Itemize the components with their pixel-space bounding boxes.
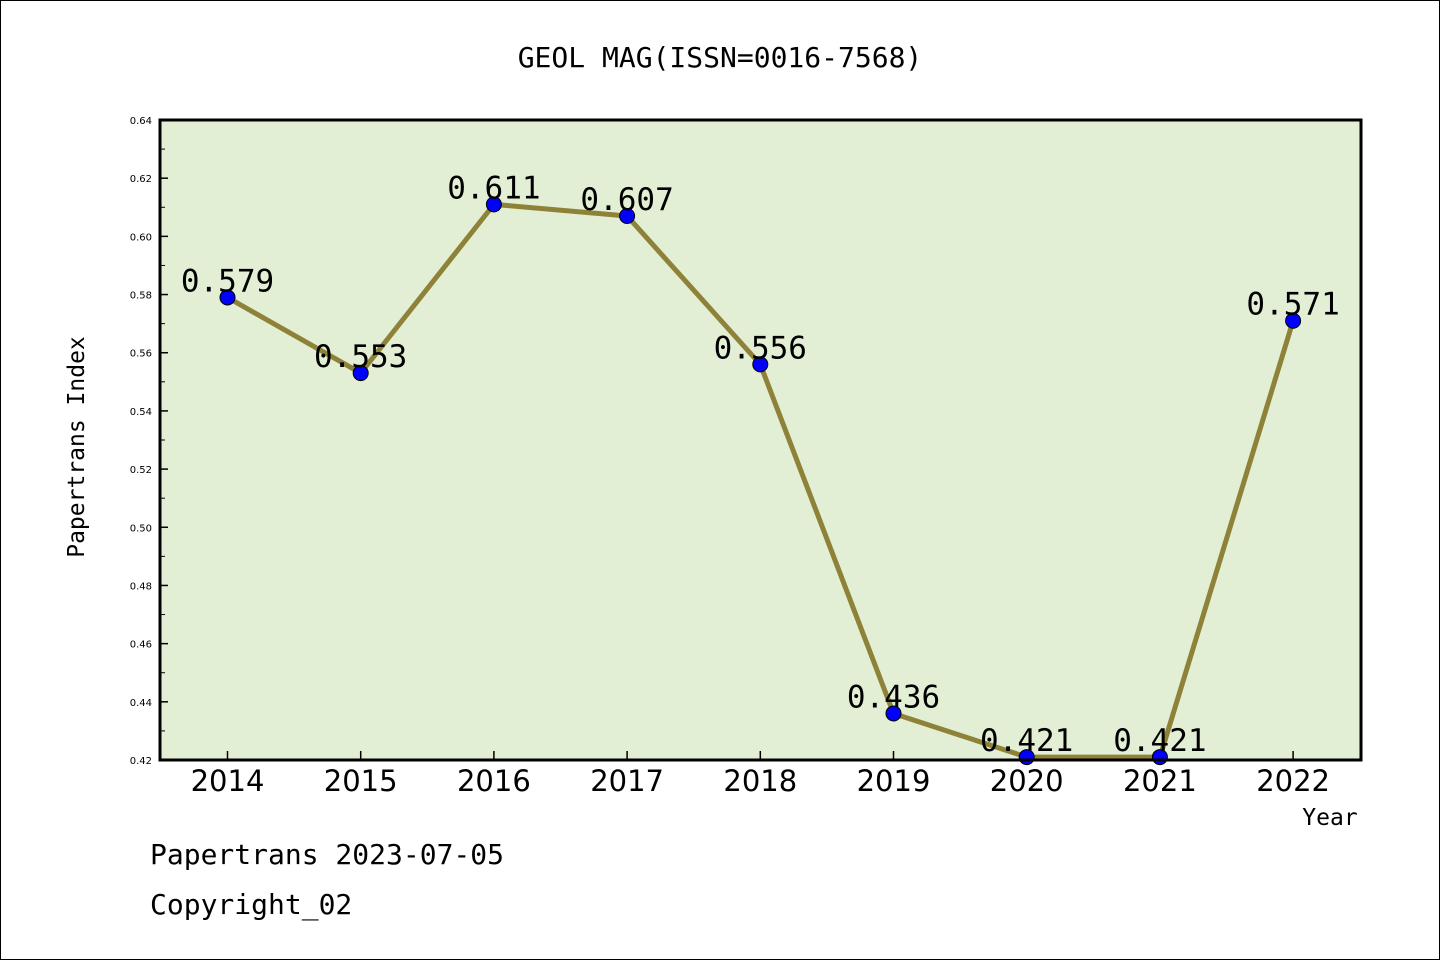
x-tick-label: 2022: [1256, 764, 1330, 798]
data-label: 0.556: [714, 330, 807, 366]
x-tick-label: 2014: [191, 764, 265, 798]
x-tick-label: 2021: [1123, 764, 1197, 798]
y-tick-label: 0.42: [130, 756, 152, 767]
data-label: 0.607: [580, 182, 673, 218]
data-point: [752, 356, 769, 373]
x-tick-label: 2019: [857, 764, 931, 798]
chart-title: GEOL MAG(ISSN=0016-7568): [518, 41, 923, 74]
data-label: 0.436: [847, 679, 940, 715]
data-label: 0.611: [447, 170, 540, 206]
y-tick-label: 0.60: [130, 232, 152, 243]
data-point: [485, 196, 502, 213]
footer-date: Papertrans 2023-07-05: [150, 838, 504, 871]
plot-border: [158, 118, 1363, 762]
y-tick-label: 0.52: [130, 465, 152, 476]
data-point: [219, 289, 236, 306]
data-label: 0.571: [1246, 287, 1339, 323]
y-tick-label: 0.50: [130, 523, 152, 534]
x-tick-label: 2015: [324, 764, 398, 798]
footer-copyright: Copyright_02: [150, 888, 352, 922]
data-point: [1285, 312, 1302, 329]
data-label: 0.579: [181, 263, 274, 299]
x-tick-label: 2020: [990, 764, 1064, 798]
y-tick-label: 0.56: [130, 349, 152, 360]
data-point: [619, 208, 636, 224]
x-axis-ticks: 2014 2015 2016 2017 2018 2019 2020 2021 2022: [191, 751, 1330, 798]
plot-area: [160, 120, 1361, 760]
data-labels: 0.579 0.553 0.611 0.607 0.556 0.436 0.421 0.421…: [181, 170, 1340, 759]
y-axis-ticks: 0.42 0.44 0.46 0.48 0.50 0.52 0.54 0.56 0.58 0.60…: [130, 116, 168, 767]
y-tick-label: 0.54: [130, 407, 152, 418]
y-tick-label: 0.58: [130, 291, 152, 302]
y-tick-label: 0.44: [130, 698, 152, 709]
y-tick-label: 0.64: [130, 116, 152, 127]
data-point: [885, 705, 902, 722]
y-axis-label: Papertrans Index: [64, 336, 90, 558]
x-axis-label: Year: [1302, 805, 1357, 831]
data-point: [352, 365, 369, 382]
y-tick-label: 0.48: [130, 581, 152, 592]
x-tick-label: 2016: [457, 764, 531, 798]
data-label: 0.421: [1113, 723, 1206, 759]
y-tick-label: 0.46: [130, 640, 152, 651]
y-tick-label: 0.62: [130, 174, 152, 185]
x-tick-label: 2018: [723, 764, 797, 798]
x-tick-label: 2017: [590, 764, 664, 798]
data-label: 0.553: [314, 339, 407, 375]
data-label: 0.421: [980, 723, 1073, 759]
